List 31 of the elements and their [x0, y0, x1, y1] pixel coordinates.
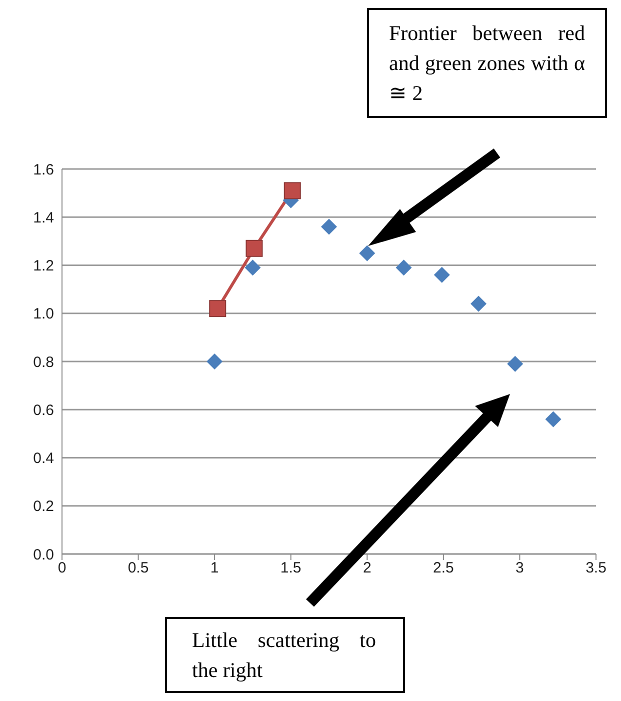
point	[206, 354, 223, 370]
y-tick-label: 0.8	[33, 354, 54, 371]
x-tick-label: 1.5	[280, 560, 302, 577]
y-tick-label: 0.6	[33, 402, 54, 419]
y-tick-label: 1.6	[33, 161, 54, 178]
x-tick-label: 2	[362, 560, 372, 577]
x-tick-label: 0.5	[128, 560, 149, 577]
point	[246, 240, 263, 257]
text: Little scattering to the right	[165, 617, 405, 693]
point	[545, 411, 562, 428]
y-tick-label: 1.0	[33, 306, 54, 323]
point	[284, 182, 301, 200]
point	[321, 218, 337, 235]
y-tick-label: 0.4	[33, 450, 54, 468]
y-tick-label: 1.2	[33, 258, 54, 275]
point	[470, 296, 487, 312]
point	[507, 356, 524, 372]
x-tick-label: 2.5	[433, 560, 454, 577]
x-tick-label: 0	[58, 560, 66, 577]
x-tick-label: 3	[516, 560, 524, 577]
point	[396, 260, 412, 276]
point	[244, 260, 261, 276]
point	[434, 266, 450, 283]
x-tick-label: 1	[210, 560, 219, 577]
x-tick-label: 3.5	[586, 560, 606, 577]
text: Frontier between red and green zones with α ≅ 2	[367, 8, 607, 118]
y-tick-label: 0.2	[33, 498, 54, 516]
y-tick-label: 0.0	[33, 546, 54, 564]
y-tick-label: 1.4	[33, 209, 54, 226]
point	[209, 300, 226, 318]
point	[359, 245, 376, 262]
